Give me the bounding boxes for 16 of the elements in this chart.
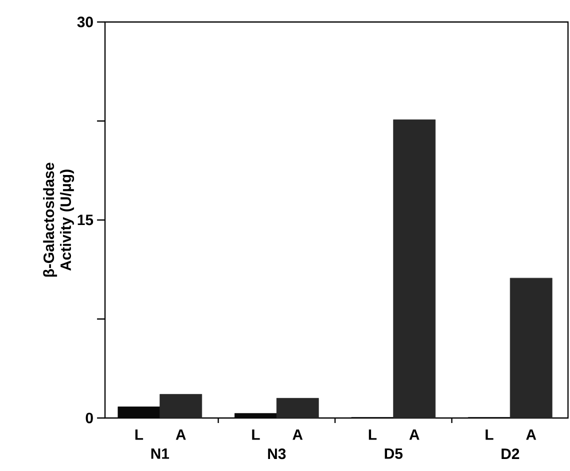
y-axis-title: β-Galactosidase Activity (U/μg)	[43, 162, 74, 277]
x-tick-label: L	[486, 429, 494, 440]
text: D2	[502, 448, 520, 459]
x-tick-label: L	[135, 429, 144, 440]
x-tick-label: A	[176, 429, 186, 440]
text: N1	[151, 448, 170, 459]
x-tick-label: A	[526, 429, 536, 440]
x-tick-label: A	[409, 429, 420, 440]
x-tick-label: A	[292, 429, 303, 440]
x-tick-label: L	[252, 429, 260, 440]
y-tick-label: 15	[78, 214, 94, 226]
text: D5	[384, 448, 403, 459]
x-tick-label: L	[368, 429, 377, 440]
y-tick-label: 0	[86, 412, 93, 424]
y-tick-label: 30	[77, 16, 93, 28]
text: N3	[268, 448, 286, 460]
